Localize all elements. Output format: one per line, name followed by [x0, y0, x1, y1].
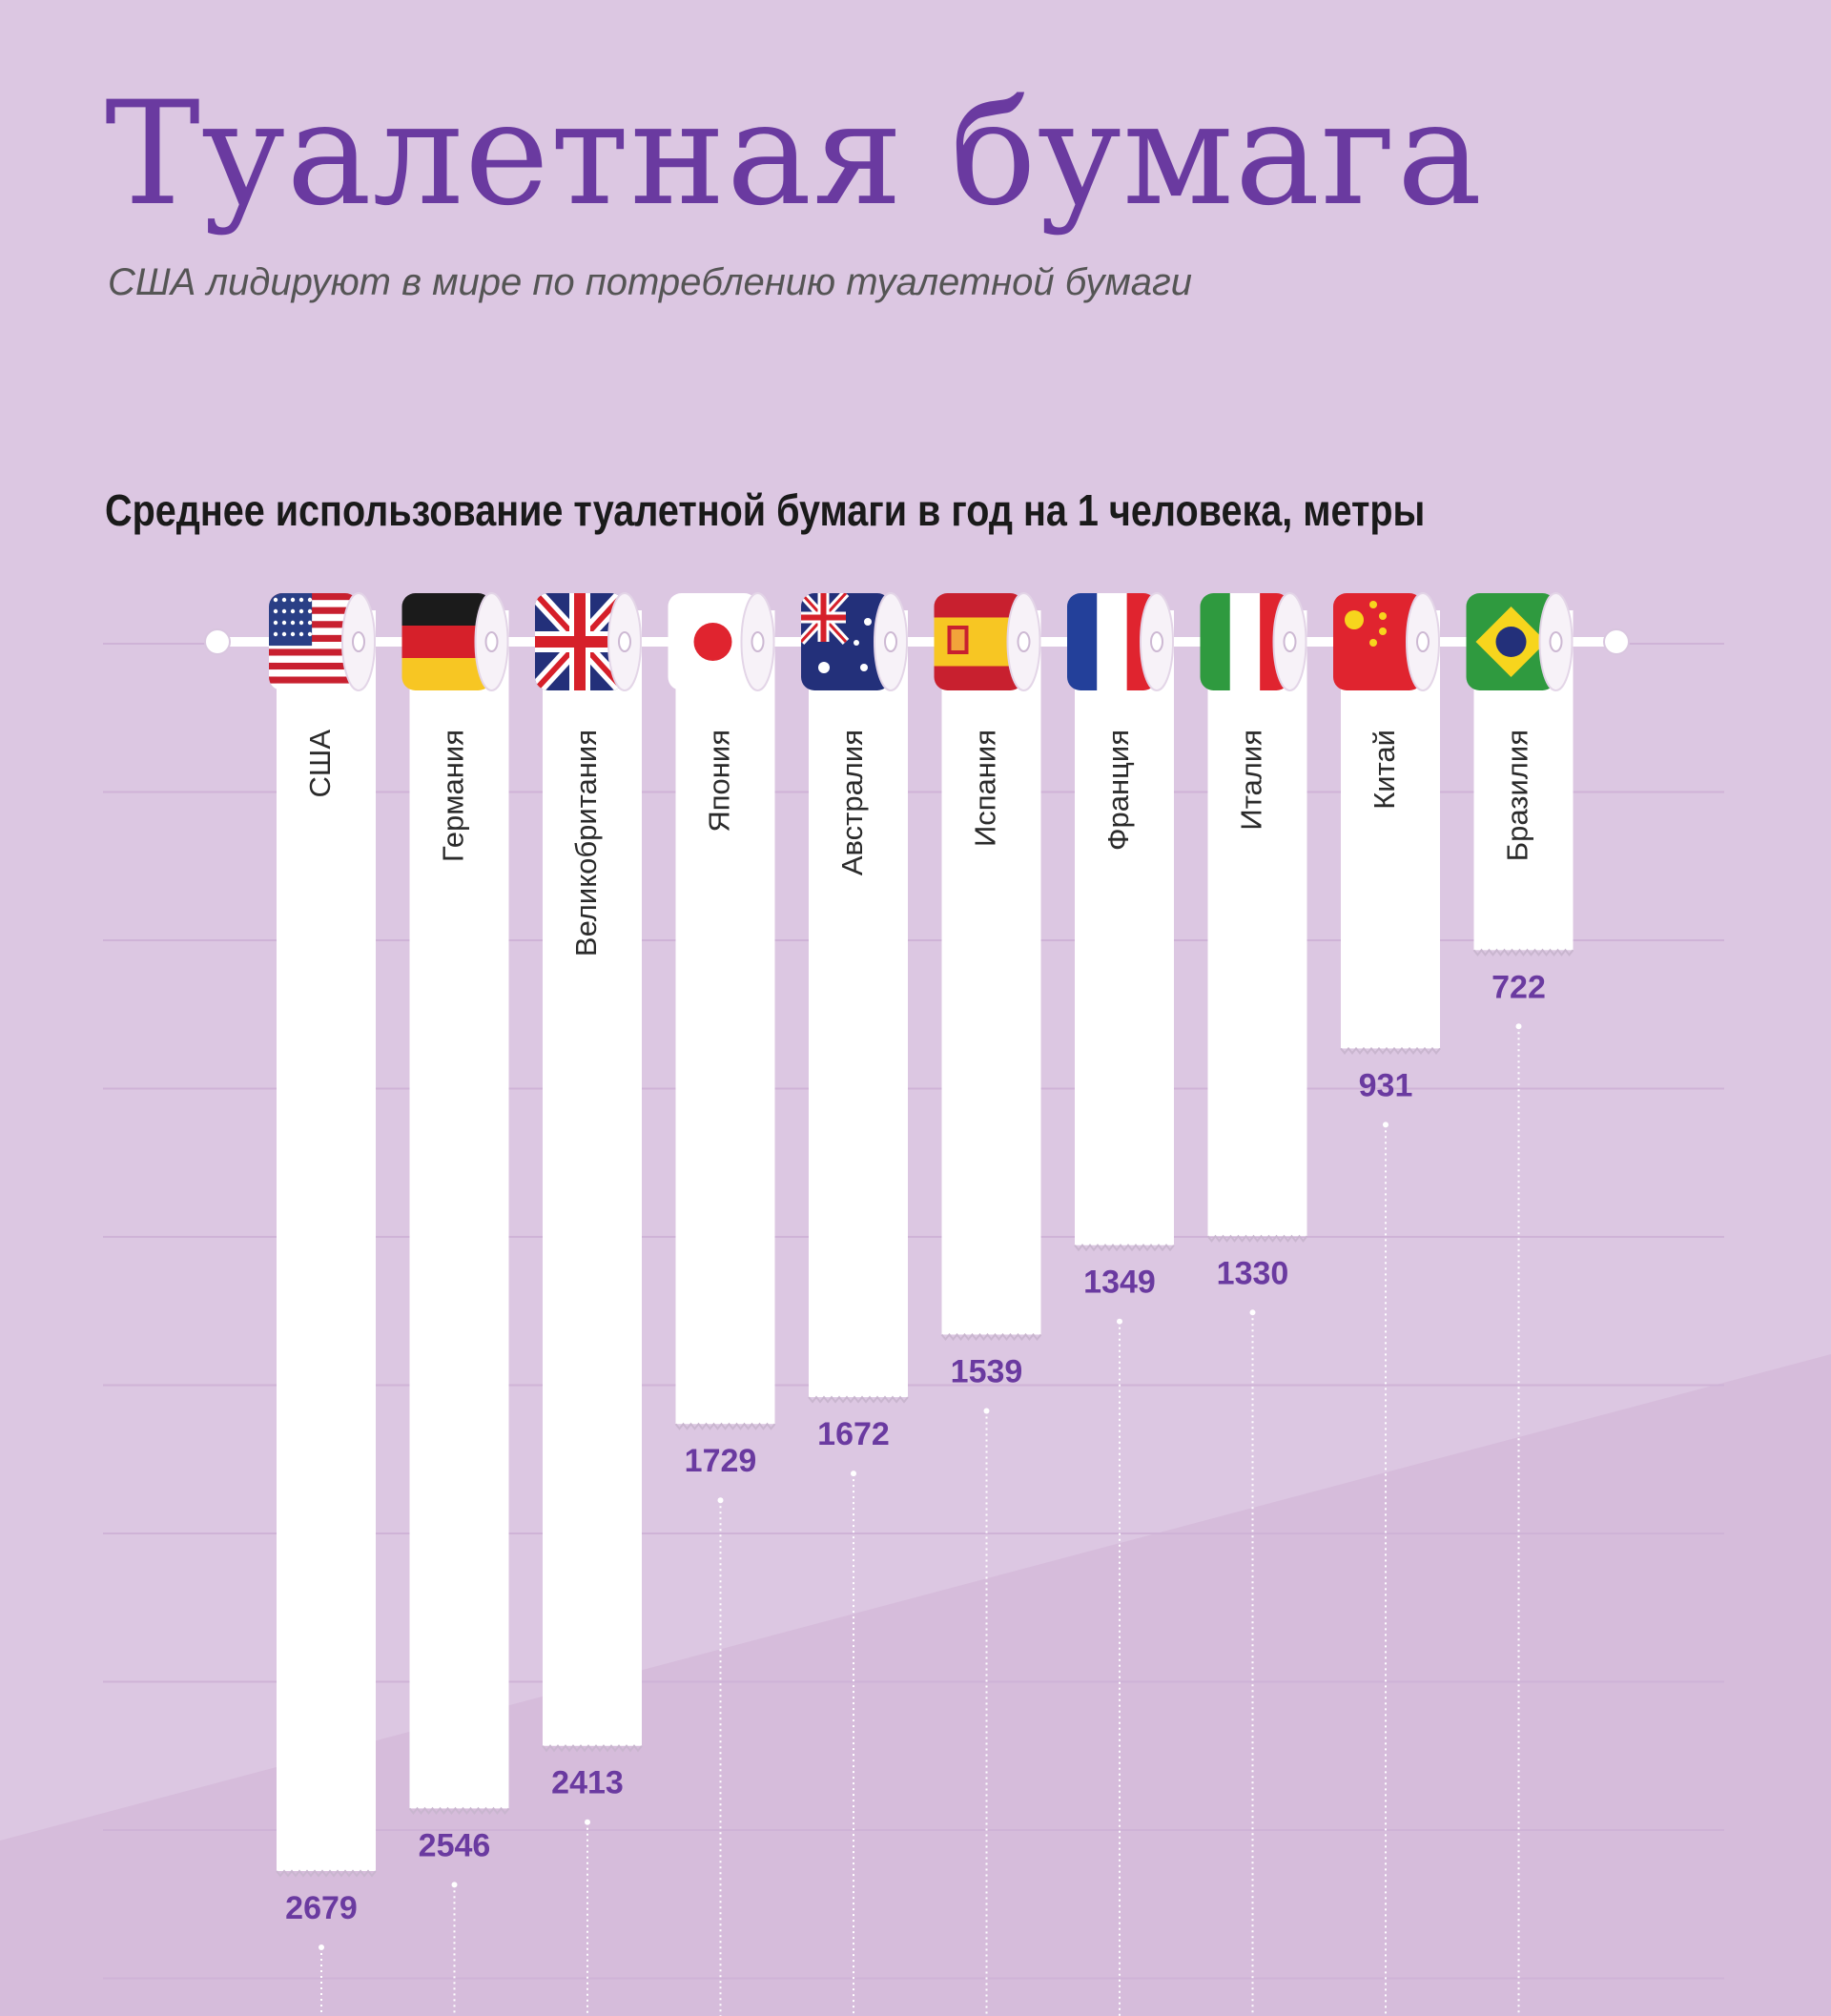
germany-flag-icon	[401, 592, 509, 691]
bar	[277, 610, 376, 1871]
country-label: Бразилия	[1501, 730, 1534, 861]
value-label: 2546	[419, 1827, 491, 1863]
value-label: 1729	[685, 1443, 757, 1479]
bar	[675, 610, 775, 1425]
bar-torn-edge	[674, 1422, 776, 1430]
rod-end-left	[204, 628, 231, 655]
value-connectors	[319, 1023, 1522, 2016]
country-label: Австралия	[835, 730, 869, 875]
country-label: Италия	[1235, 730, 1268, 831]
bar	[543, 610, 642, 1746]
value-label: 722	[1492, 969, 1546, 1005]
rod-end-right	[1603, 628, 1630, 655]
value-label: 1672	[817, 1416, 890, 1452]
country-label: Япония	[703, 730, 736, 833]
value-label: 931	[1359, 1067, 1413, 1103]
bar	[1075, 610, 1174, 1245]
value-connector-dot	[451, 1882, 458, 1888]
uk-flag-icon	[535, 592, 642, 691]
italy-flag-icon	[1200, 592, 1307, 691]
usa-flag-icon	[269, 592, 376, 691]
bar	[1207, 610, 1307, 1237]
bar-torn-edge	[542, 1744, 643, 1753]
paper-rolls	[269, 592, 1574, 691]
value-connector-dot	[717, 1497, 724, 1504]
value-label: 1539	[951, 1353, 1023, 1389]
france-flag-icon	[1067, 592, 1174, 691]
australia-flag-icon	[801, 592, 908, 691]
bar	[409, 610, 509, 1809]
bar-torn-edge	[276, 1869, 377, 1878]
country-label: Франция	[1101, 730, 1135, 851]
japan-flag-icon	[668, 592, 775, 691]
bar-torn-edge	[1472, 948, 1574, 957]
bar-torn-edge	[1206, 1234, 1308, 1243]
value-labels: 2679 2546 2413 1729 1672 1539 1349 1330 931 722	[285, 969, 1546, 1926]
country-label: Германия	[437, 730, 470, 862]
value-label: 1330	[1217, 1255, 1289, 1291]
value-connector-dot	[983, 1408, 990, 1414]
country-label: Испания	[969, 730, 1002, 847]
country-label: Китай	[1368, 730, 1401, 810]
value-label: 2413	[551, 1765, 624, 1801]
page-subtitle: США лидируют в мире по потреблению туале…	[108, 261, 1193, 303]
country-label: США	[303, 730, 337, 798]
value-connector-dot	[1515, 1023, 1522, 1030]
bar	[809, 610, 908, 1398]
value-connector-dot	[851, 1471, 856, 1477]
page-title: Туалетная бумага	[105, 72, 1484, 237]
country-label: Великобритания	[569, 730, 603, 957]
value-connector-dot	[1249, 1309, 1256, 1316]
chart-title: Среднее использование туалетной бумаги в…	[105, 485, 1426, 535]
value-connector-dot	[1117, 1318, 1122, 1325]
bar-torn-edge	[808, 1395, 909, 1404]
bar-torn-edge	[408, 1806, 510, 1815]
brazil-flag-icon	[1466, 592, 1574, 691]
value-connector-dot	[585, 1819, 590, 1825]
china-flag-icon	[1333, 592, 1440, 691]
bar	[941, 610, 1041, 1335]
bar-torn-edge	[1340, 1046, 1441, 1056]
value-connector-dot	[1383, 1121, 1389, 1128]
spain-flag-icon	[934, 592, 1041, 691]
bar-torn-edge	[1074, 1244, 1175, 1252]
value-label: 1349	[1083, 1265, 1156, 1301]
country-labels: США Германия Великобритания Япония Австралия…	[303, 730, 1534, 957]
value-connector-dot	[319, 1944, 324, 1950]
value-label: 2679	[285, 1890, 358, 1926]
bar-torn-edge	[940, 1332, 1042, 1342]
